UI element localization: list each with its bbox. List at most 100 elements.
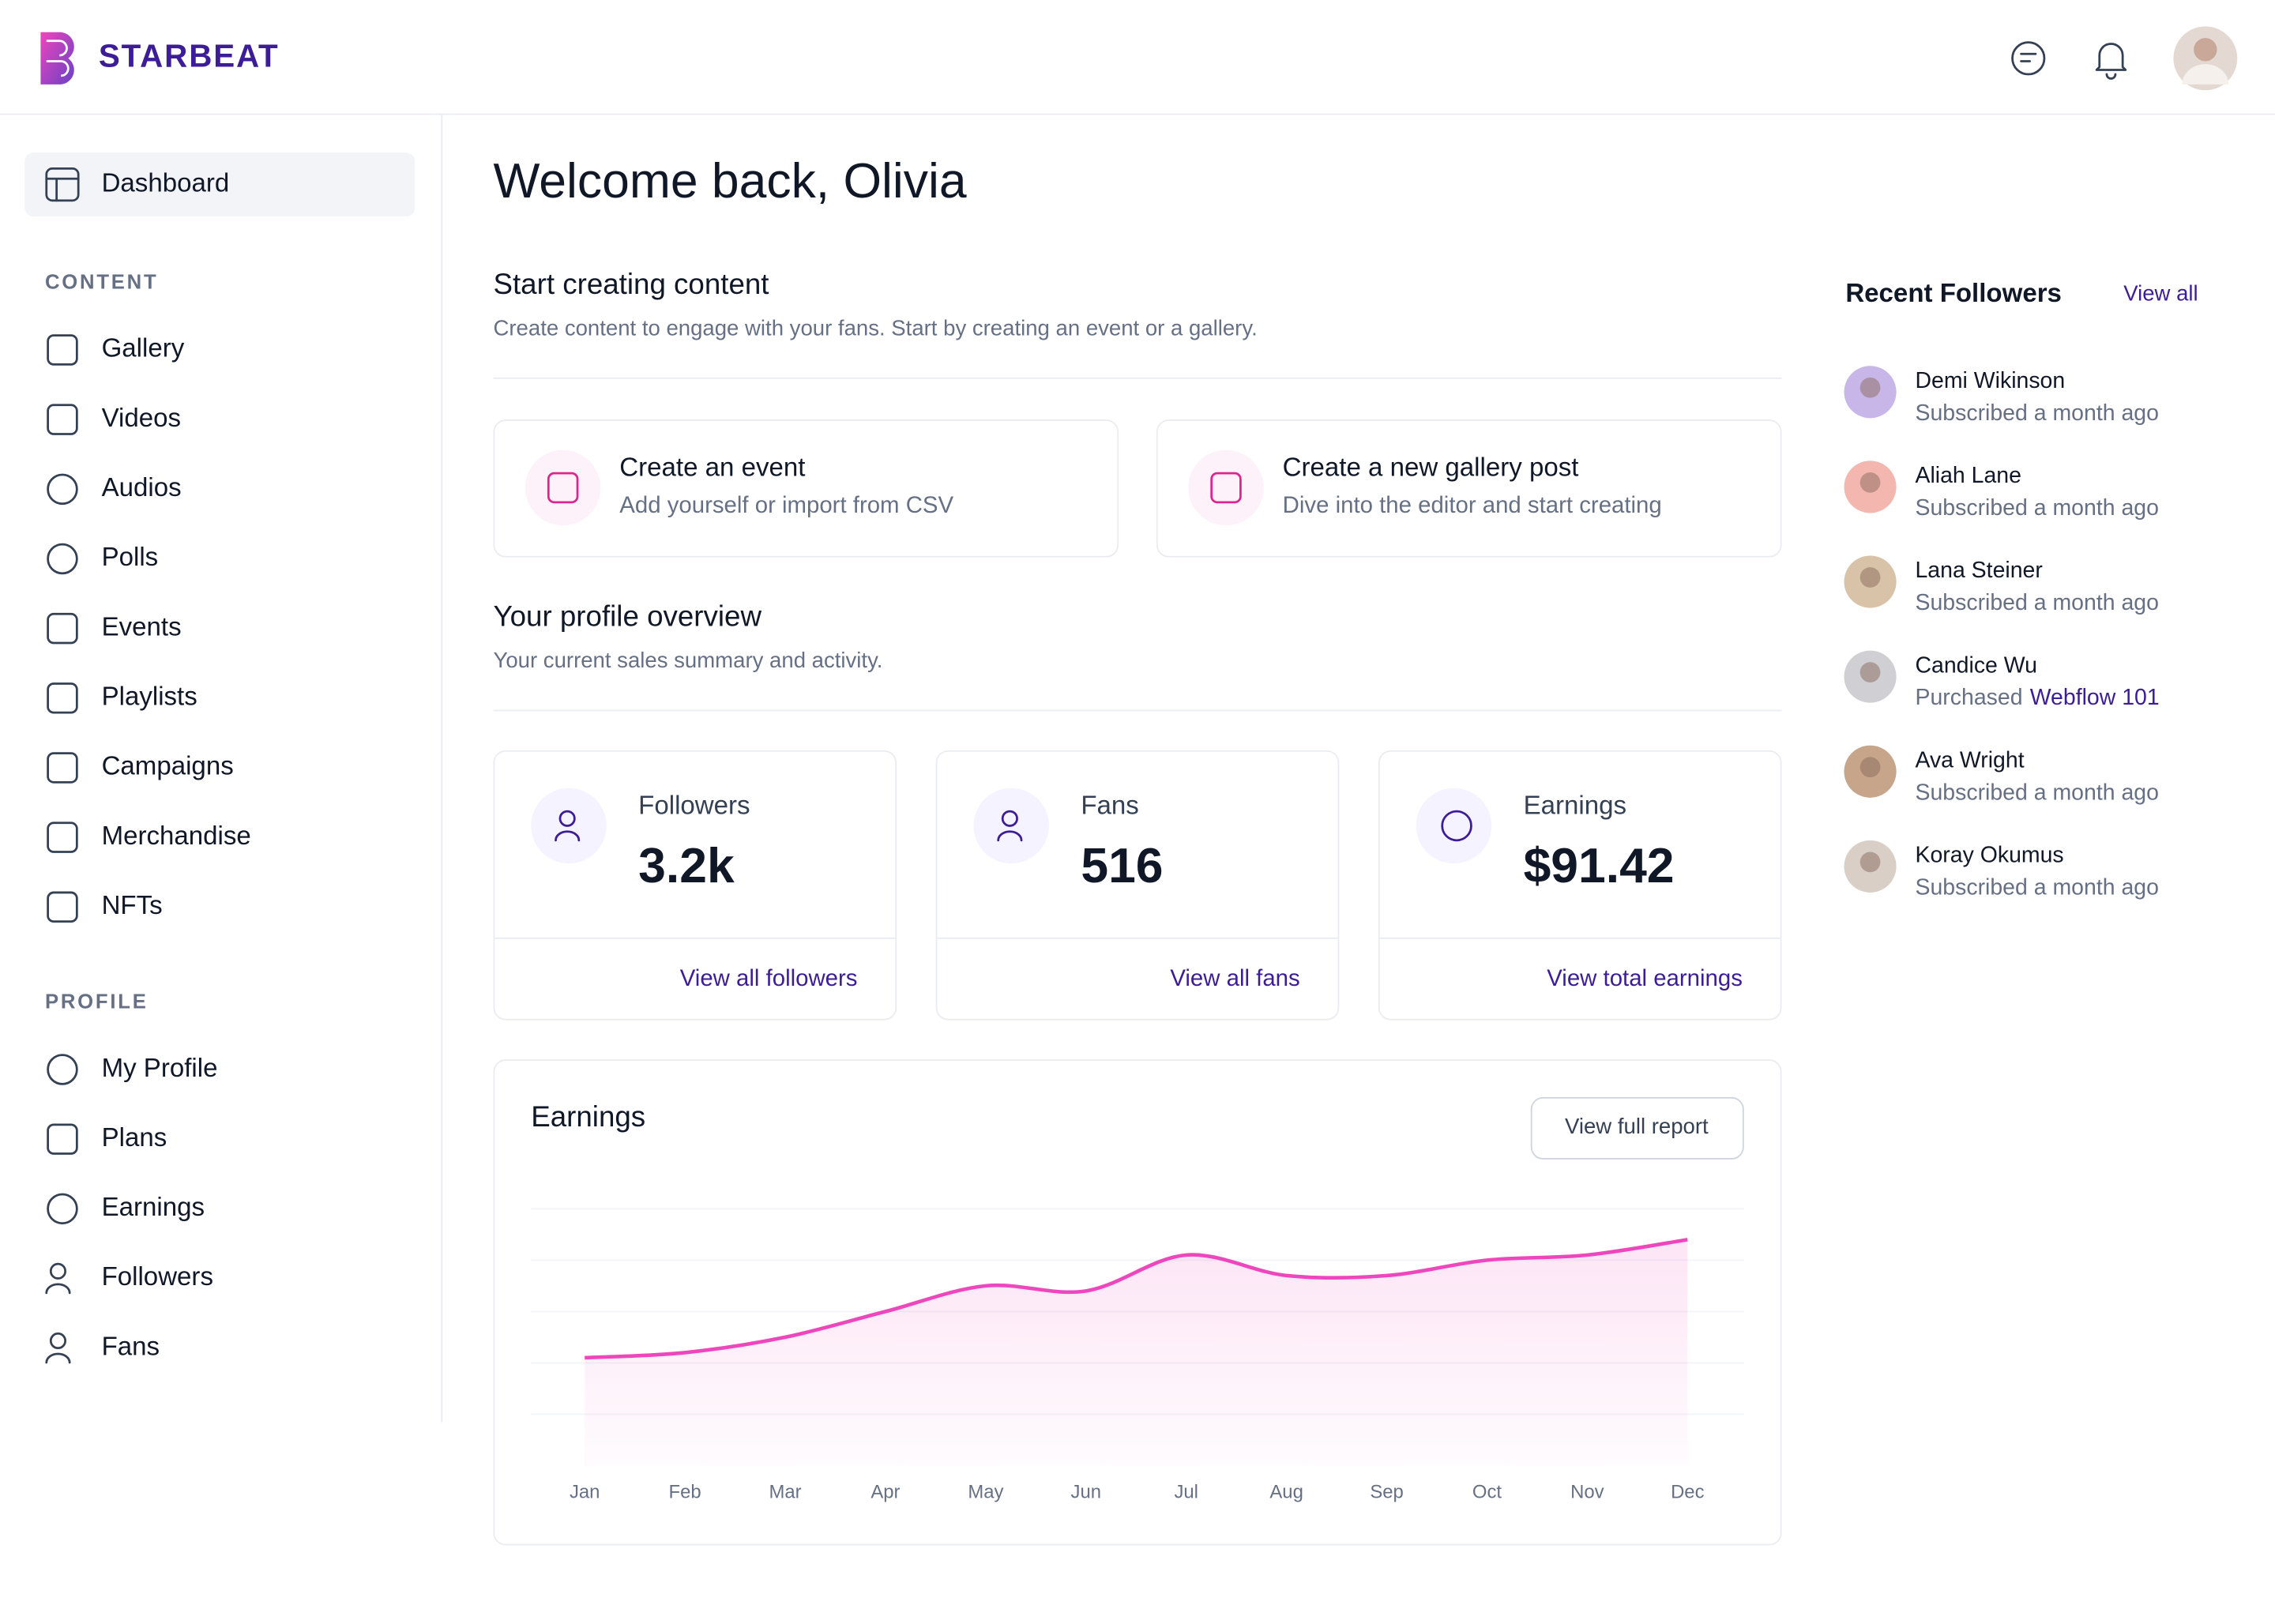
nav-item[interactable]: My Profile — [102, 1054, 218, 1083]
notifications-icon[interactable] — [2095, 43, 2127, 80]
icon-shape — [47, 1123, 78, 1155]
report-button[interactable] — [1530, 1096, 1744, 1160]
nav-section-title: PROFILE — [45, 991, 149, 1013]
x-tick-label: Jun — [1071, 1482, 1101, 1503]
nav-active-bg[interactable] — [24, 152, 416, 217]
icon-shape — [49, 1332, 67, 1350]
card-title: Create a new gallery post — [1283, 453, 1579, 482]
icon — [555, 810, 581, 842]
nav-item[interactable]: Audios — [102, 473, 182, 502]
status-text: Subscribed a month ago — [1915, 780, 2158, 805]
nav-item[interactable]: NFTs — [102, 891, 163, 920]
x-tick-label: May — [968, 1482, 1003, 1503]
icon — [47, 543, 78, 575]
stat-icon-bg — [1416, 788, 1492, 864]
header — [0, 0, 2275, 114]
view-all-link[interactable]: View all — [2123, 280, 2198, 305]
stat-link[interactable]: View all followers — [680, 965, 858, 991]
follower-status: Subscribed a month ago — [1915, 874, 2158, 900]
avatar-face — [1859, 662, 1881, 682]
avatar-body — [2182, 64, 2229, 85]
icon — [47, 891, 78, 923]
stat-link[interactable]: View all fans — [1170, 965, 1299, 991]
icon — [1441, 810, 1472, 842]
page-title: Welcome back, Olivia — [493, 153, 966, 209]
icon — [47, 473, 78, 506]
icon-shape — [547, 472, 579, 504]
messages-icon[interactable] — [2011, 41, 2046, 76]
avatar-face — [1859, 377, 1881, 398]
x-tick-label: Apr — [871, 1482, 900, 1503]
nav-item[interactable]: Plans — [102, 1123, 167, 1152]
icon-shape — [47, 682, 78, 714]
icon — [47, 1123, 78, 1155]
icon-shape — [47, 404, 78, 435]
status-text: Subscribed a month ago — [1915, 590, 2158, 615]
x-tick-label: Mar — [769, 1482, 801, 1503]
icon — [47, 1193, 78, 1225]
x-tick-label: Jan — [570, 1482, 600, 1503]
nav-item[interactable]: Followers — [102, 1262, 213, 1291]
button-label[interactable]: View full report — [1565, 1114, 1709, 1138]
panel-title: Recent Followers — [1845, 279, 2062, 308]
x-tick-label: Oct — [1472, 1482, 1502, 1503]
card-title: Earnings — [531, 1100, 645, 1133]
x-tick-label: Sep — [1370, 1482, 1403, 1503]
stat-value: 516 — [1081, 838, 1163, 893]
create-card[interactable] — [493, 419, 1119, 558]
icon-shape — [47, 334, 78, 366]
card-title: Create an event — [619, 453, 805, 482]
nav-item[interactable]: Playlists — [102, 682, 197, 712]
section-subtitle: Your current sales summary and activity. — [493, 648, 882, 672]
follower-status: Subscribed a month ago — [1915, 494, 2158, 520]
nav-item[interactable]: Merchandise — [102, 821, 251, 851]
logo-mark — [46, 39, 70, 77]
icon-shape — [47, 821, 78, 853]
x-tick-label: Dec — [1671, 1482, 1705, 1503]
stat-label: Followers — [638, 791, 750, 820]
section-title: Start creating content — [493, 268, 769, 300]
nav-item[interactable]: Videos — [102, 404, 181, 433]
follower-name: Candice Wu — [1915, 652, 2036, 678]
icon — [47, 821, 78, 853]
x-tick-label: Feb — [669, 1482, 701, 1503]
x-tick-label: Nov — [1570, 1482, 1604, 1503]
icon-shape — [47, 1054, 78, 1085]
icon-shape — [49, 1262, 67, 1280]
create-card[interactable] — [1156, 419, 1782, 558]
stat-label: Fans — [1081, 791, 1138, 820]
nav-item[interactable]: Gallery — [102, 334, 185, 363]
icon-shape — [47, 891, 78, 923]
section-subtitle: Create content to engage with your fans.… — [493, 316, 1257, 340]
status-link[interactable]: Webflow 101 — [2030, 685, 2160, 710]
nav-item[interactable]: Polls — [102, 543, 159, 572]
follower-name: Aliah Lane — [1915, 463, 2021, 488]
follower-status: Subscribed a month ago — [1915, 400, 2158, 425]
line-area — [585, 1239, 1688, 1466]
nav-item[interactable]: Campaigns — [102, 752, 234, 781]
nav-item[interactable]: Fans — [102, 1332, 160, 1361]
follower-status: Subscribed a month ago — [1915, 590, 2158, 615]
stat-link[interactable]: View total earnings — [1547, 965, 1743, 991]
card-subtitle: Add yourself or import from CSV — [619, 492, 953, 518]
status-text: Subscribed a month ago — [1915, 400, 2158, 425]
line — [585, 1238, 1688, 1360]
avatar-face — [1859, 567, 1881, 588]
nav-item[interactable]: Dashboard — [102, 168, 230, 197]
card-icon-bg — [1188, 449, 1264, 526]
nav-item[interactable]: Events — [102, 612, 182, 641]
icon-shape — [45, 1283, 71, 1295]
x-tick-label: Jul — [1174, 1482, 1198, 1503]
brand[interactable]: STARBEAT — [99, 37, 280, 73]
icon-shape — [45, 1352, 71, 1364]
nav-item[interactable]: Earnings — [102, 1193, 205, 1222]
icon — [47, 612, 78, 645]
follower-status: Purchased Webflow 101 — [1915, 685, 2159, 710]
icon — [47, 404, 78, 435]
follower-status: Subscribed a month ago — [1915, 780, 2158, 805]
section-title: Your profile overview — [493, 600, 761, 632]
icon-shape — [47, 543, 78, 575]
icon-shape — [1210, 472, 1242, 504]
